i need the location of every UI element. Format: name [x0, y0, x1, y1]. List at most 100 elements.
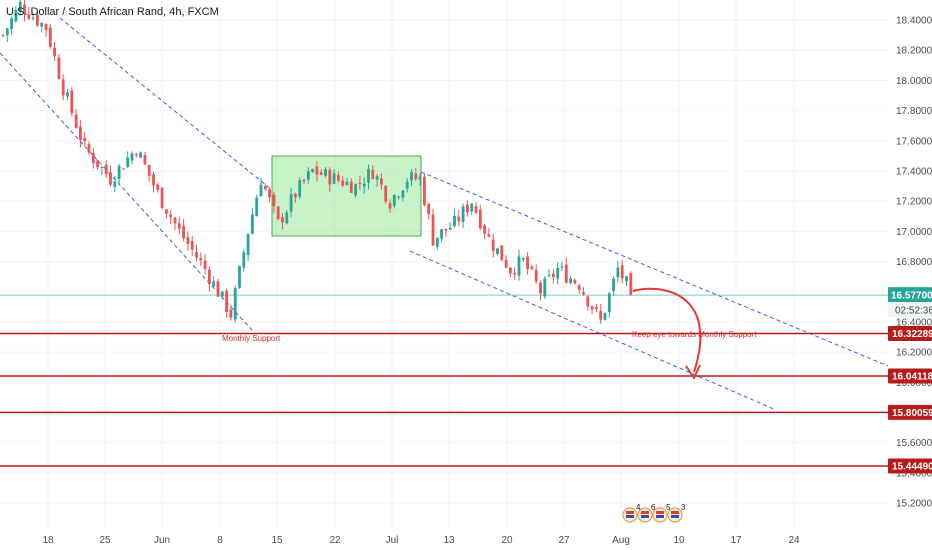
candle-body [496, 248, 499, 254]
candle-body [44, 23, 48, 31]
candle-body [478, 209, 482, 229]
candle-body [410, 171, 413, 181]
candle-body [238, 266, 241, 288]
candle-body [225, 290, 228, 313]
candle-body [337, 175, 340, 181]
candle-body [195, 251, 198, 258]
time-tick-label: Jun [154, 535, 170, 546]
candle-body [306, 171, 310, 180]
candle-body [358, 183, 362, 185]
candle-body [392, 194, 396, 206]
candle-body [324, 169, 327, 176]
candle-body [122, 168, 125, 170]
support-price-badge [888, 458, 932, 474]
candle-body [70, 90, 74, 114]
candle-body [216, 281, 220, 297]
candle-body [319, 172, 323, 175]
candle-body [414, 173, 418, 180]
candle-body [384, 185, 388, 202]
candle-body [341, 180, 345, 186]
candle-body [10, 18, 13, 30]
candle-body [130, 153, 134, 161]
arrow-head [685, 364, 701, 381]
candle-body [14, 9, 18, 22]
price-tick-label: 15.60000 [896, 438, 932, 449]
candle-body [401, 190, 405, 198]
candle-body [526, 256, 529, 269]
candle-body [590, 306, 594, 310]
candle-body [573, 280, 577, 284]
time-tick-label: 22 [329, 535, 341, 546]
candle-body [113, 181, 117, 187]
time-tick-label: 15 [271, 535, 283, 546]
price-tick-label: 17.80000 [896, 106, 932, 117]
price-tick-label: 17.40000 [896, 166, 932, 177]
candle-body [530, 266, 534, 269]
time-tick-label: 17 [730, 535, 742, 546]
candle-body [388, 203, 392, 209]
candle-body [552, 273, 555, 278]
candle-body [126, 157, 130, 167]
candle-body [281, 217, 284, 223]
candle-body [18, 2, 22, 12]
price-badges: 16.57700 02:52:36 16.32289 16.04118 15.80059… [888, 287, 932, 474]
price-tick-label: 15.20000 [896, 499, 932, 510]
time-tick-label: 10 [673, 535, 685, 546]
candle-body [36, 14, 39, 26]
candle-body [233, 288, 237, 320]
price-tick-label: 16.20000 [896, 348, 932, 359]
candle-body [397, 196, 400, 198]
candle-body [91, 153, 95, 164]
candle-body [147, 164, 151, 176]
candle-body [380, 178, 383, 185]
price-tick-label: 17.00000 [896, 227, 932, 238]
candle-body [521, 258, 525, 260]
candle-body [466, 204, 469, 213]
candle-body [423, 176, 426, 206]
candle-body [31, 17, 35, 19]
support-price-badge [888, 368, 932, 384]
candle-body [616, 267, 620, 278]
candle-body [203, 260, 207, 270]
candle-body [435, 237, 439, 247]
price-tick-label: 18.20000 [896, 46, 932, 57]
candle-body [268, 189, 271, 198]
price-tick-label: 15.40000 [896, 468, 932, 479]
candle-body [285, 212, 289, 224]
candle-body [79, 126, 82, 141]
candle-body [109, 172, 112, 185]
candle-body [599, 310, 603, 320]
candle-body [139, 152, 142, 158]
flag-stripe-icon [641, 515, 649, 518]
candle-body [40, 22, 44, 27]
candle-body [474, 206, 478, 213]
candle-body [182, 225, 185, 239]
candle-body [564, 264, 568, 283]
grid [0, 0, 888, 528]
support-price-label: 15.44490 [892, 462, 932, 473]
candle-body [263, 186, 267, 190]
candle-body [294, 193, 297, 198]
candle-body [48, 27, 52, 47]
candle-body [612, 278, 615, 291]
time-tick-label: 8 [217, 535, 223, 546]
projection-arrow [632, 287, 702, 381]
events-strip[interactable]: 4 6 5 3 [622, 503, 686, 523]
candle-body [629, 273, 633, 296]
symbol-title[interactable]: U.S. Dollar / South African Rand, 4h, FX… [6, 6, 219, 18]
flag-stripe-icon [671, 511, 679, 514]
candle-body [332, 173, 336, 184]
candle-body [543, 278, 547, 297]
time-tick-label: Aug [612, 535, 630, 546]
time-axis[interactable]: 18 25 Jun 8 15 22 Jul 13 20 27 Aug 10 17 24 [42, 535, 800, 546]
candle-body [66, 92, 69, 97]
candle-body [315, 166, 319, 175]
countdown-label: 02:52:36 [895, 306, 932, 317]
candle-body [453, 216, 456, 227]
price-axis[interactable]: 18.40000 18.20000 18.00000 17.80000 17.60000… [896, 16, 932, 510]
candle-body [444, 228, 448, 231]
candle-body [251, 214, 254, 234]
candle-body [354, 184, 357, 196]
candle-body [418, 176, 422, 180]
